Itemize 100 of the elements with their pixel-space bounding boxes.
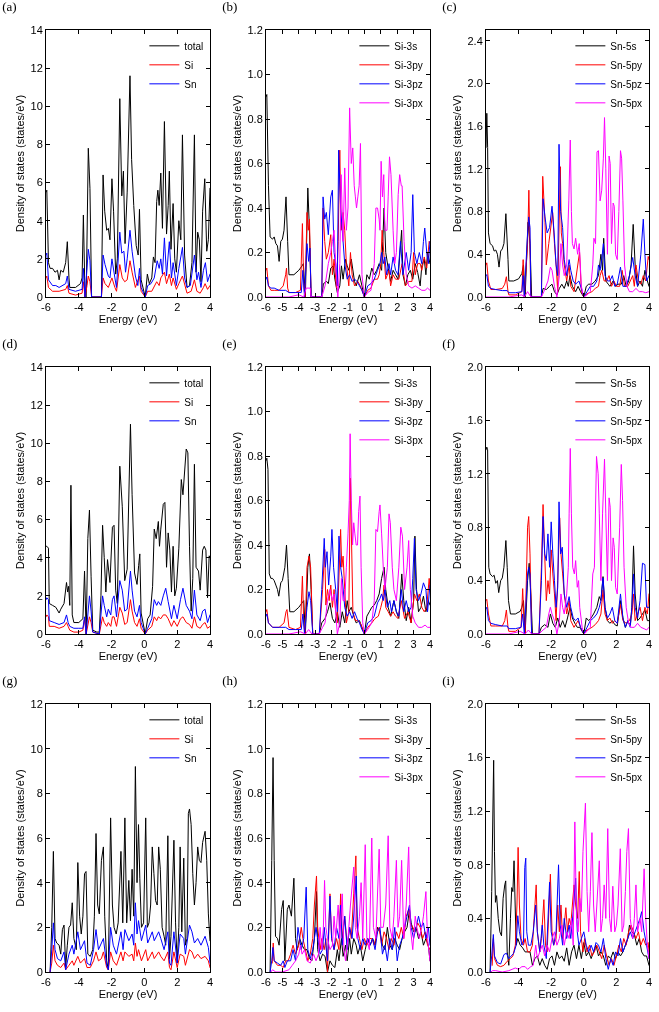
line-series — [46, 229, 210, 297]
x-tick-label: -2 — [546, 976, 557, 989]
x-tick-label: 2 — [613, 301, 620, 314]
x-tick-label: -2 — [106, 301, 117, 314]
x-tick-label: -2 — [546, 638, 557, 651]
y-tick-label: 0.6 — [247, 831, 263, 844]
x-tick-label: -2 — [106, 976, 117, 989]
x-tick-label: 4 — [206, 976, 214, 989]
legend-label: total — [184, 714, 204, 726]
x-tick-label: 4 — [206, 638, 214, 651]
y-tick-label: 0.0 — [247, 965, 263, 978]
x-tick-label: -6 — [261, 976, 271, 989]
y-tick-label: 12 — [30, 697, 43, 710]
y-tick-label: 0.8 — [467, 205, 483, 218]
y-axis-title: Density of states (states/eV) — [14, 769, 27, 907]
y-tick-label: 1.0 — [247, 742, 263, 755]
y-tick-label: 0.4 — [467, 248, 483, 261]
y-tick-label: 0.8 — [247, 449, 263, 462]
x-tick-label: 4 — [645, 638, 653, 651]
legend-label: Sn-5py — [610, 733, 643, 745]
line-series — [270, 835, 430, 972]
legend-label: Si-3s — [394, 40, 418, 52]
line-series — [49, 902, 210, 972]
x-tick-label: -1 — [343, 976, 353, 989]
y-tick-label: 0.4 — [247, 201, 263, 214]
x-tick-label: -4 — [513, 976, 524, 989]
x-tick-label: -2 — [326, 976, 337, 989]
y-tick-label: 0.8 — [467, 858, 483, 871]
x-tick-label: 4 — [426, 301, 434, 314]
x-axis-title: Energy (eV) — [98, 313, 158, 326]
x-tick-label: 4 — [645, 976, 653, 989]
x-tick-label: -4 — [73, 638, 84, 651]
y-tick-label: 0.0 — [247, 290, 263, 303]
legend-label: total — [184, 377, 204, 389]
y-tick-label: 4 — [36, 876, 43, 889]
x-tick-label: 2 — [174, 976, 181, 989]
x-axis-title: Energy (eV) — [98, 988, 158, 1001]
x-tick-label: 0 — [361, 976, 368, 989]
y-tick-label: 0.4 — [467, 912, 483, 925]
y-tick-label: 1.2 — [247, 360, 263, 373]
chart-title: (b) — [222, 0, 238, 14]
x-tick-label: -5 — [277, 638, 288, 651]
y-tick-label: 1.2 — [467, 805, 483, 818]
y-tick-label: 0.8 — [247, 112, 263, 125]
legend-label: Si-3pz — [394, 78, 423, 90]
y-tick-label: 1.0 — [247, 68, 263, 81]
chart-title: (h) — [222, 672, 238, 688]
y-tick-label: 12 — [30, 398, 43, 411]
y-tick-label: 1.6 — [467, 751, 483, 764]
y-tick-label: 0.2 — [247, 921, 263, 934]
x-tick-label: 2 — [613, 976, 620, 989]
legend-label: Sn-5s — [610, 714, 637, 726]
x-tick-label: -3 — [310, 976, 321, 989]
x-tick-label: 2 — [394, 301, 401, 314]
y-tick-label: 0.8 — [467, 521, 483, 534]
y-tick-label: 2.0 — [467, 77, 483, 90]
y-tick-label: 2 — [36, 921, 43, 934]
chart-title: (e) — [222, 335, 237, 351]
x-tick-label: -6 — [481, 638, 491, 651]
legend-label: Si-3px — [394, 771, 423, 783]
x-axis-title: Energy (eV) — [318, 650, 378, 663]
y-axis-title: Density of states (states/eV) — [231, 94, 244, 233]
chart-title: (g) — [2, 672, 18, 688]
chart-title: (i) — [442, 672, 455, 688]
legend-label: Sn — [184, 415, 197, 427]
line-series — [49, 942, 210, 972]
y-tick-label: 1.6 — [467, 414, 483, 427]
y-tick-label: 2.0 — [467, 697, 483, 710]
y-tick-label: 2 — [36, 252, 43, 265]
y-tick-label: 0.4 — [467, 574, 483, 587]
x-tick-label: -6 — [41, 301, 51, 314]
y-tick-label: 1.2 — [247, 697, 263, 710]
legend-label: Sn-5px — [610, 434, 643, 446]
legend-label: Si-3px — [394, 434, 423, 446]
x-axis-title: Energy (eV) — [318, 988, 378, 1001]
y-tick-label: 8 — [36, 138, 43, 151]
legend-label: Si-3pz — [394, 752, 423, 764]
x-tick-label: 0 — [141, 301, 148, 314]
line-series — [490, 802, 649, 972]
y-tick-label: 0.4 — [247, 538, 263, 551]
x-tick-label: 2 — [613, 638, 620, 651]
x-tick-label: 1 — [377, 301, 384, 314]
legend-label: Si-3s — [394, 377, 418, 389]
x-axis-title: Energy (eV) — [538, 313, 597, 326]
x-tick-label: 0 — [361, 638, 368, 651]
y-tick-label: 4 — [36, 214, 43, 227]
y-tick-label: 0 — [36, 627, 43, 640]
x-axis-title: Energy (eV) — [538, 650, 597, 663]
x-tick-label: 1 — [377, 976, 384, 989]
legend-label: Si — [184, 396, 194, 408]
x-tick-label: -6 — [41, 638, 51, 651]
line-series — [46, 260, 210, 297]
x-tick-label: 0 — [141, 976, 148, 989]
x-tick-label: -3 — [310, 301, 321, 314]
y-tick-label: 2.0 — [467, 360, 483, 373]
y-axis-title: Density of states (states/eV) — [451, 431, 464, 570]
y-tick-label: 4 — [36, 551, 43, 564]
y-tick-label: 1.2 — [467, 162, 483, 175]
x-tick-label: 0 — [580, 301, 587, 314]
legend-label: Sn-5py — [610, 396, 643, 408]
